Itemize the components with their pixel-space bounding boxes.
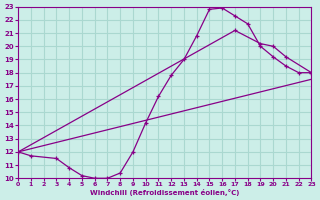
X-axis label: Windchill (Refroidissement éolien,°C): Windchill (Refroidissement éolien,°C) [90,189,240,196]
